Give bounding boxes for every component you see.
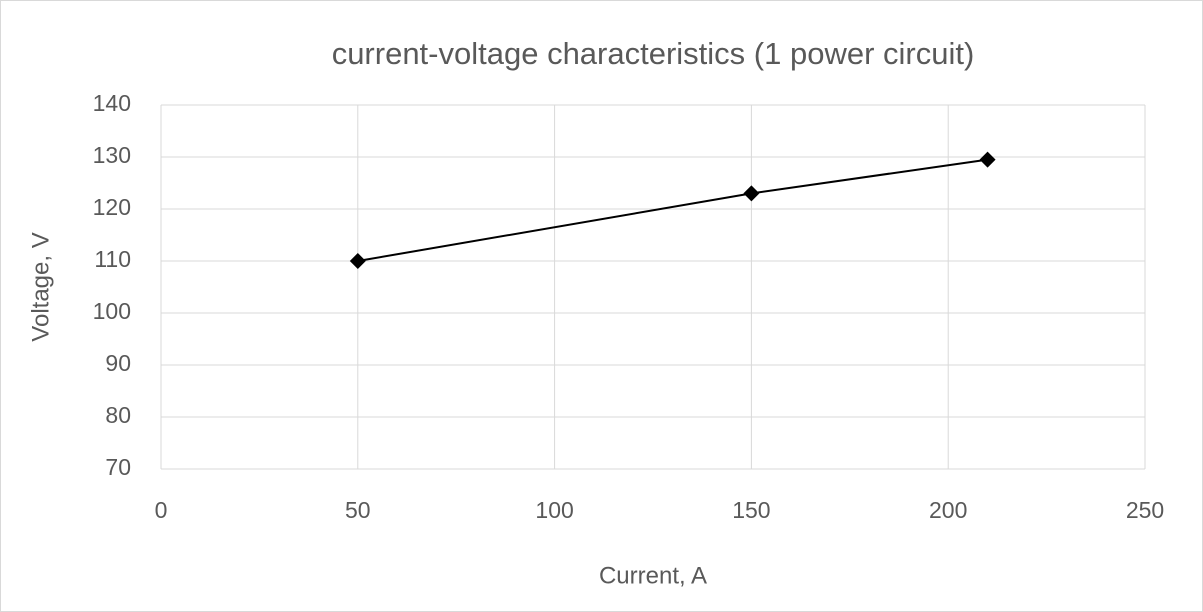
- y-axis-title: Voltage, V: [27, 232, 54, 341]
- y-tick-label: 110: [94, 246, 131, 272]
- chart-title: current-voltage characteristics (1 power…: [332, 36, 975, 71]
- x-tick-label: 0: [155, 497, 168, 523]
- y-tick-label: 90: [105, 350, 131, 376]
- y-tick-label: 70: [105, 454, 131, 480]
- x-tick-label: 250: [1126, 497, 1164, 523]
- x-tick-label: 150: [732, 497, 770, 523]
- x-tick-label: 50: [345, 497, 371, 523]
- data-point: [979, 151, 996, 168]
- x-tick-label: 100: [535, 497, 573, 523]
- y-tick-label: 100: [93, 298, 131, 324]
- x-tick-label: 200: [929, 497, 967, 523]
- x-axis-title: Current, A: [599, 562, 707, 589]
- y-tick-label: 140: [93, 90, 131, 116]
- y-tick-label: 130: [93, 142, 131, 168]
- data-point: [743, 185, 760, 202]
- y-tick-label: 120: [93, 194, 131, 220]
- y-tick-label: 80: [105, 402, 131, 428]
- data-point: [349, 253, 366, 269]
